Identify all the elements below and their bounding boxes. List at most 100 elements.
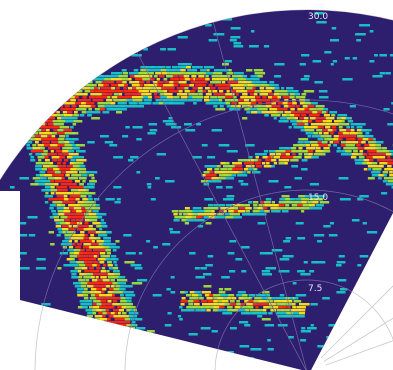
echo-cell xyxy=(45,63,53,66)
echo-cell xyxy=(184,123,192,126)
echo-cell xyxy=(102,315,106,318)
echo-cell xyxy=(85,189,89,192)
echo-cell xyxy=(112,333,120,336)
echo-cell xyxy=(15,126,23,129)
echo-cell xyxy=(323,147,330,150)
echo-cell xyxy=(117,315,125,318)
echo-cell xyxy=(258,105,269,108)
fan-bearing-line xyxy=(212,22,308,370)
echo-cell xyxy=(338,138,343,141)
echo-cell xyxy=(381,150,393,153)
echo-cell xyxy=(80,240,91,243)
echo-cell xyxy=(169,231,181,234)
echo-cell xyxy=(128,21,134,24)
echo-cell xyxy=(75,144,85,147)
echo-cell xyxy=(28,90,37,93)
echo-cell xyxy=(278,201,289,204)
echo-cell xyxy=(236,90,242,93)
echo-cell xyxy=(79,114,85,117)
echo-cell xyxy=(205,222,212,225)
echo-cell xyxy=(295,201,306,204)
echo-cell xyxy=(103,351,112,354)
echo-cell xyxy=(176,93,186,96)
echo-cell xyxy=(17,105,24,108)
echo-cell xyxy=(140,66,148,69)
echo-cell xyxy=(162,120,174,123)
echo-cell xyxy=(263,306,273,309)
echo-cell xyxy=(85,273,94,276)
echo-cell xyxy=(369,291,378,294)
echo-cell xyxy=(17,99,27,102)
echo-cell xyxy=(124,321,131,324)
echo-cell xyxy=(90,102,95,105)
echo-cell xyxy=(220,294,226,297)
echo-cell xyxy=(63,264,72,267)
echo-cell xyxy=(32,177,43,180)
echo-cell xyxy=(260,294,271,297)
echo-cell xyxy=(114,321,123,324)
echo-cell xyxy=(24,75,33,78)
echo-cell xyxy=(237,210,246,213)
range-label-7-5: 7.5 xyxy=(308,284,322,294)
echo-cell xyxy=(355,162,365,165)
echo-cell xyxy=(128,102,136,105)
echo-cell xyxy=(33,105,43,108)
echo-cell xyxy=(36,258,46,261)
echo-cell xyxy=(104,90,114,93)
echo-cell xyxy=(144,360,154,363)
echo-cell xyxy=(372,138,376,141)
echo-cell xyxy=(171,210,179,213)
echo-cell xyxy=(200,267,207,270)
echo-cell xyxy=(35,108,43,111)
echo-cell xyxy=(274,90,283,93)
echo-cell xyxy=(83,51,94,54)
echo-cell xyxy=(371,147,379,150)
echo-cell xyxy=(86,84,94,87)
echo-cell xyxy=(177,357,187,360)
echo-cell xyxy=(101,81,112,84)
echo-cell xyxy=(44,201,49,204)
echo-cell xyxy=(67,114,71,117)
echo-cell xyxy=(142,87,153,90)
echo-cell xyxy=(50,150,54,153)
echo-cell xyxy=(150,72,154,75)
echo-cell xyxy=(281,309,289,312)
echo-cell xyxy=(213,204,220,207)
echo-cell xyxy=(110,102,116,105)
echo-cell xyxy=(71,264,79,267)
echo-cell xyxy=(278,300,287,303)
echo-cell xyxy=(242,294,248,297)
echo-cell xyxy=(96,240,106,243)
echo-cell xyxy=(225,186,233,189)
echo-cell xyxy=(38,183,49,186)
echo-cell xyxy=(100,300,107,303)
echo-cell xyxy=(276,99,280,102)
echo-cell xyxy=(109,246,120,249)
echo-cell xyxy=(235,258,243,261)
echo-cell xyxy=(251,30,255,33)
echo-cell xyxy=(30,156,35,159)
echo-cell xyxy=(73,114,79,117)
echo-cell xyxy=(39,132,47,135)
echo-cell xyxy=(79,252,88,255)
echo-cell xyxy=(17,96,26,99)
echo-cell xyxy=(181,99,187,102)
echo-cell xyxy=(112,267,118,270)
echo-cell xyxy=(99,96,111,99)
echo-cell xyxy=(236,294,248,297)
echo-cell xyxy=(121,78,131,81)
echo-cell xyxy=(82,180,86,183)
echo-cell xyxy=(245,204,250,207)
echo-cell xyxy=(303,75,310,78)
echo-cell xyxy=(263,45,270,48)
echo-cell xyxy=(328,234,338,237)
echo-cell xyxy=(295,315,305,318)
echo-cell xyxy=(198,294,202,297)
echo-cell xyxy=(350,129,355,132)
echo-cell xyxy=(255,156,259,159)
echo-cell xyxy=(185,219,194,222)
echo-cell xyxy=(57,144,67,147)
echo-cell xyxy=(139,342,143,345)
echo-cell xyxy=(92,84,97,87)
echo-cell xyxy=(290,159,299,162)
